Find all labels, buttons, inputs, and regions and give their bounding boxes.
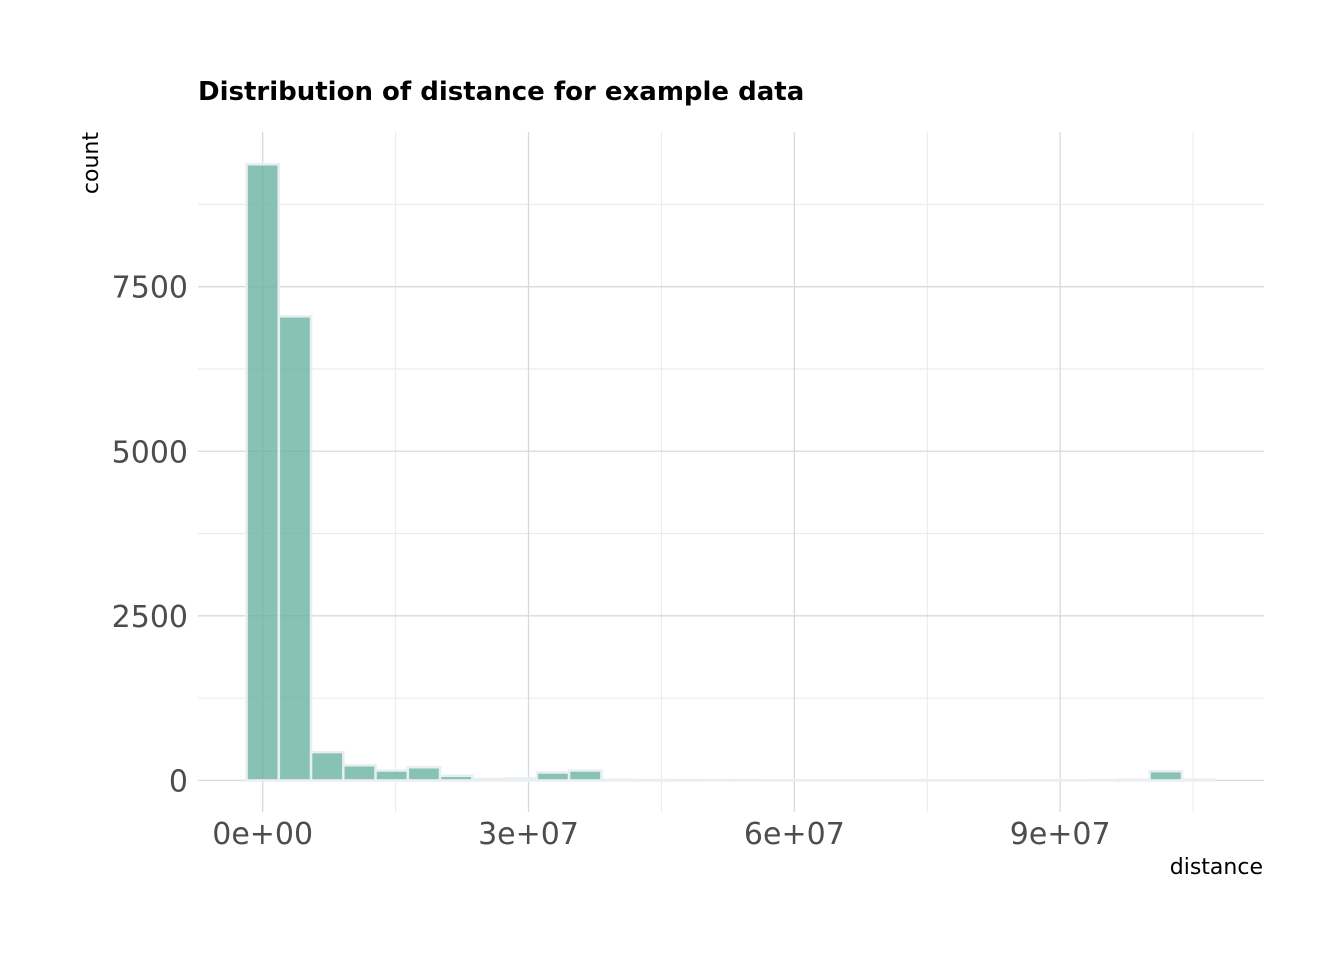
grid-lines bbox=[198, 132, 1264, 812]
x-tick-label: 6e+07 bbox=[744, 817, 845, 852]
y-tick-label: 0 bbox=[169, 764, 188, 799]
histogram-bar bbox=[245, 163, 281, 782]
chart-title: Distribution of distance for example dat… bbox=[198, 77, 804, 107]
histogram-bar bbox=[1148, 769, 1184, 782]
histogram-bar bbox=[1116, 778, 1151, 782]
y-tick-label: 7500 bbox=[112, 271, 188, 306]
histogram-bar bbox=[535, 771, 571, 782]
histogram-bar bbox=[471, 777, 506, 782]
histogram-bar bbox=[342, 764, 377, 782]
histogram-bar bbox=[277, 315, 313, 782]
histogram-bar bbox=[1180, 778, 1216, 782]
histogram-bars bbox=[245, 163, 1216, 782]
axis-tick-labels: 0e+00 3e+07 6e+07 9e+07 0 2500 5000 7500 bbox=[112, 271, 1111, 852]
histogram-bar bbox=[600, 778, 635, 782]
y-tick-label: 2500 bbox=[112, 600, 188, 635]
histogram-bar bbox=[309, 750, 345, 782]
y-tick-label: 5000 bbox=[112, 435, 188, 470]
x-tick-label: 3e+07 bbox=[478, 817, 579, 852]
x-tick-label: 0e+00 bbox=[212, 817, 313, 852]
histogram-bar bbox=[406, 765, 442, 782]
histogram-bar bbox=[438, 774, 474, 782]
x-tick-label: 9e+07 bbox=[1010, 817, 1111, 852]
x-axis-title: distance bbox=[1170, 855, 1263, 880]
histogram-bar bbox=[503, 777, 539, 782]
y-axis-title: count bbox=[79, 132, 104, 194]
histogram-bar bbox=[567, 769, 603, 782]
histogram-bar bbox=[374, 769, 410, 782]
